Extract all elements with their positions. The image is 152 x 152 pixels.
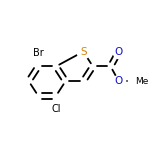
Text: Me: Me	[135, 77, 148, 86]
Text: O: O	[115, 76, 123, 86]
Text: Br: Br	[33, 48, 44, 58]
Text: O: O	[115, 47, 123, 57]
Text: S: S	[80, 47, 87, 57]
Text: Cl: Cl	[51, 104, 61, 114]
